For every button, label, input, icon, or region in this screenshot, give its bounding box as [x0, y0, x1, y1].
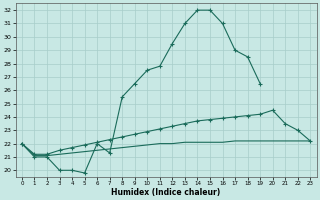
X-axis label: Humidex (Indice chaleur): Humidex (Indice chaleur)	[111, 188, 221, 197]
